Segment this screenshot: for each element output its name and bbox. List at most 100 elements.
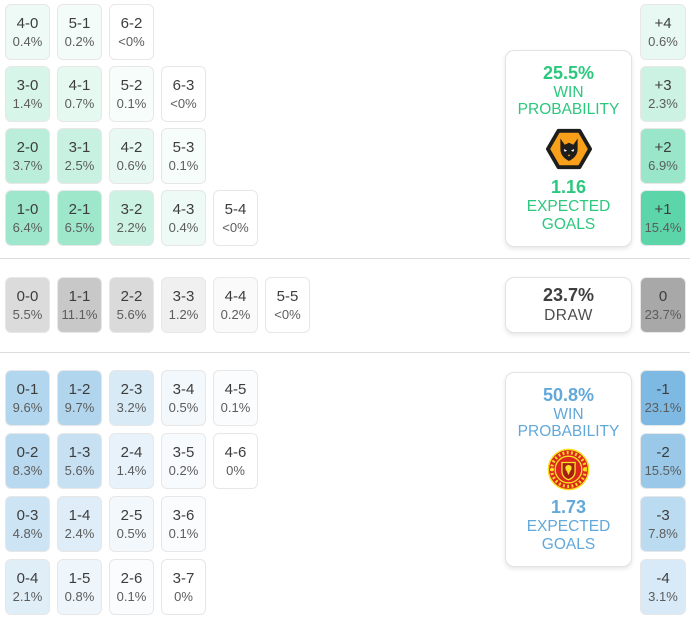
score-row: 0-0 5.5% 1-1 11.1% 2-2 5.6% 3-3 1.2% 4-4 0.2% 5-5 <… <box>5 277 310 333</box>
probability-value: 0% <box>174 588 193 604</box>
score-label: 5-5 <box>276 287 299 305</box>
score-label: 1-2 <box>68 380 91 398</box>
goal-diff-label: 0 <box>658 287 668 305</box>
score-cell: 5-4 <0% <box>213 190 258 246</box>
goal-diff-cell: -2 15.5% <box>640 433 686 489</box>
score-cell: 5-1 0.2% <box>57 4 102 60</box>
probability-value: 11.1% <box>61 306 98 322</box>
score-cell: 0-3 4.8% <box>5 496 50 552</box>
score-cell: 2-0 3.7% <box>5 128 50 184</box>
goal-diff-label: -1 <box>656 380 670 398</box>
away-win-label-line1: WIN <box>553 405 584 423</box>
draw-summary: 23.7% DRAW <box>505 277 632 333</box>
draw-score-grid: 0-0 5.5% 1-1 11.1% 2-2 5.6% 3-3 1.2% 4-4 0.2% 5-5 <… <box>5 277 310 333</box>
score-cell: 3-2 2.2% <box>109 190 154 246</box>
score-row: 0-4 2.1% 1-5 0.8% 2-6 0.1% 3-7 0% <box>5 559 258 615</box>
score-cell: 4-1 0.7% <box>57 66 102 122</box>
probability-value: 0.4% <box>168 219 199 235</box>
score-label: 2-0 <box>16 138 39 156</box>
away-win-summary: 50.8% WIN PROBABILITY 1.73 EXPECTED GOAL… <box>505 372 632 567</box>
home-win-score-grid: 4-0 0.4% 5-1 0.2% 6-2 <0% 3-0 1.4% 4-1 0.7% 5-2 0.1… <box>5 4 258 246</box>
goal-diff-cell: -1 23.1% <box>640 370 686 426</box>
away-expected-goals-block: 1.73 EXPECTED GOALS <box>527 498 611 553</box>
score-label: 4-3 <box>172 200 195 218</box>
score-cell: 3-0 1.4% <box>5 66 50 122</box>
probability-value: 3.2% <box>116 399 147 415</box>
score-cell: 0-1 9.6% <box>5 370 50 426</box>
away-win-probability-block: 50.8% WIN PROBABILITY <box>518 385 620 441</box>
goal-diff-cell: +2 6.9% <box>640 128 686 184</box>
probability-value: 1.2% <box>168 306 199 322</box>
probability-value: 5.6% <box>64 462 95 478</box>
score-label: 3-6 <box>172 506 195 524</box>
probability-value: 0.1% <box>168 525 199 541</box>
score-cell: 4-4 0.2% <box>213 277 258 333</box>
score-label: 0-2 <box>16 443 39 461</box>
score-label: 3-3 <box>172 287 195 305</box>
probability-value: 0.1% <box>116 588 147 604</box>
probability-value: 0.2% <box>168 462 199 478</box>
score-cell: 1-4 2.4% <box>57 496 102 552</box>
goal-diff-label: +1 <box>654 200 672 218</box>
score-label: 2-2 <box>120 287 143 305</box>
draw-goal-diff-column: 0 23.7% <box>640 277 686 333</box>
probability-value: 3.1% <box>648 588 678 604</box>
score-cell: 4-0 0.4% <box>5 4 50 60</box>
goal-diff-cell: -3 7.8% <box>640 496 686 552</box>
score-label: 5-4 <box>224 200 247 218</box>
score-label: 0-4 <box>16 569 39 587</box>
score-cell: 5-3 0.1% <box>161 128 206 184</box>
score-label: 1-0 <box>16 200 39 218</box>
away-expected-goals-value: 1.73 <box>550 497 587 518</box>
probability-value: 0.6% <box>648 33 678 49</box>
probability-value: <0% <box>222 219 249 235</box>
probability-value: 2.2% <box>116 219 147 235</box>
home-win-label-line2: PROBABILITY <box>517 101 620 119</box>
score-cell: 1-1 11.1% <box>57 277 102 333</box>
score-cell: 4-3 0.4% <box>161 190 206 246</box>
score-cell: 0-0 5.5% <box>5 277 50 333</box>
score-cell: 3-6 0.1% <box>161 496 206 552</box>
score-cell: 4-6 0% <box>213 433 258 489</box>
home-win-label-line1: WIN <box>553 83 584 101</box>
goal-diff-cell: +1 15.4% <box>640 190 686 246</box>
probability-value: <0% <box>118 33 145 49</box>
score-label: 4-1 <box>68 76 91 94</box>
probability-value: 1.4% <box>116 462 147 478</box>
home-expected-goals-value: 1.16 <box>550 177 587 198</box>
probability-value: 0.2% <box>64 33 95 49</box>
goal-diff-cell: 0 23.7% <box>640 277 686 333</box>
score-label: 1-5 <box>68 569 91 587</box>
probability-value: 0% <box>226 462 245 478</box>
probability-value: 2.3% <box>648 95 678 111</box>
probability-value: 0.8% <box>64 588 95 604</box>
score-label: 3-2 <box>120 200 143 218</box>
score-label: 4-4 <box>224 287 247 305</box>
home-goal-diff-column: +4 0.6% +3 2.3% +2 6.9% +1 15.4% <box>640 4 686 246</box>
man-united-crest-icon <box>547 448 590 491</box>
goal-diff-cell: +4 0.6% <box>640 4 686 60</box>
score-cell: 3-7 0% <box>161 559 206 615</box>
score-cell: 3-3 1.2% <box>161 277 206 333</box>
score-cell: 1-2 9.7% <box>57 370 102 426</box>
score-row: 0-1 9.6% 1-2 9.7% 2-3 3.2% 3-4 0.5% 4-5 0.1% <box>5 370 258 426</box>
score-label: 3-0 <box>16 76 39 94</box>
goal-diff-label: -3 <box>656 506 670 524</box>
probability-value: 2.5% <box>64 157 95 173</box>
home-win-probability-value: 25.5% <box>542 63 595 83</box>
probability-value: 9.7% <box>64 399 95 415</box>
score-label: 1-4 <box>68 506 91 524</box>
probability-value: 7.8% <box>648 525 678 541</box>
away-goal-diff-column: -1 23.1% -2 15.5% -3 7.8% -4 3.1% <box>640 370 686 615</box>
score-label: 5-2 <box>120 76 143 94</box>
probability-value: 5.5% <box>12 306 43 322</box>
score-row: 1-0 6.4% 2-1 6.5% 3-2 2.2% 4-3 0.4% 5-4 <0% <box>5 190 258 246</box>
probability-value: 9.6% <box>12 399 43 415</box>
score-label: 3-7 <box>172 569 195 587</box>
score-cell: 3-4 0.5% <box>161 370 206 426</box>
home-expected-goals-block: 1.16 EXPECTED GOALS <box>527 178 611 233</box>
wolves-crest-icon <box>545 128 592 169</box>
probability-value: <0% <box>274 306 301 322</box>
probability-value: 3.7% <box>12 157 43 173</box>
score-label: 0-0 <box>16 287 39 305</box>
